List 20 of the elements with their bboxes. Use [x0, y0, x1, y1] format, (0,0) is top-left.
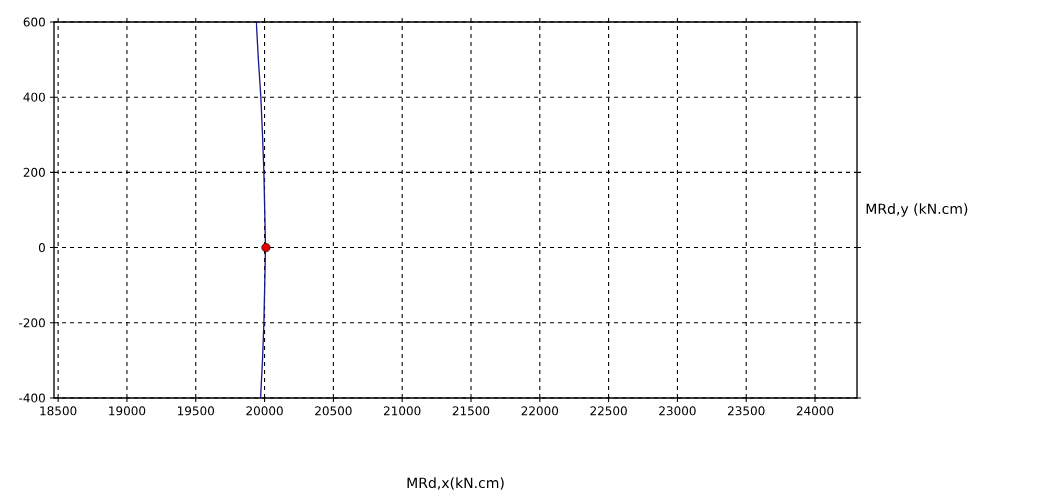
- x-tick-label: 19500: [177, 406, 215, 416]
- x-tick-label: 22500: [590, 406, 627, 416]
- x-tick-label: 20500: [315, 406, 352, 416]
- x-tick-label: 19000: [109, 406, 146, 416]
- y-tick-label: -200: [19, 318, 45, 328]
- y-axis-title: MRd,y (kN.cm): [866, 203, 968, 217]
- x-axis-title: MRd,x(kN.cm): [407, 477, 504, 490]
- x-tick-label: 23000: [659, 406, 696, 416]
- x-tick-label: 21000: [383, 406, 421, 416]
- y-tick-label: -400: [19, 393, 45, 403]
- x-tick-label: 21500: [452, 406, 490, 416]
- x-tick-label: 24000: [796, 406, 834, 416]
- x-tick-label: 23500: [728, 406, 765, 416]
- y-tick-label: 400: [23, 92, 45, 102]
- x-tick-label: 18500: [40, 406, 77, 416]
- x-tick-label: 22000: [521, 406, 559, 416]
- x-tick-label: 20000: [246, 406, 283, 416]
- y-tick-label: 0: [38, 243, 45, 253]
- y-tick-label: 200: [23, 167, 45, 177]
- y-tick-label: 600: [23, 17, 45, 27]
